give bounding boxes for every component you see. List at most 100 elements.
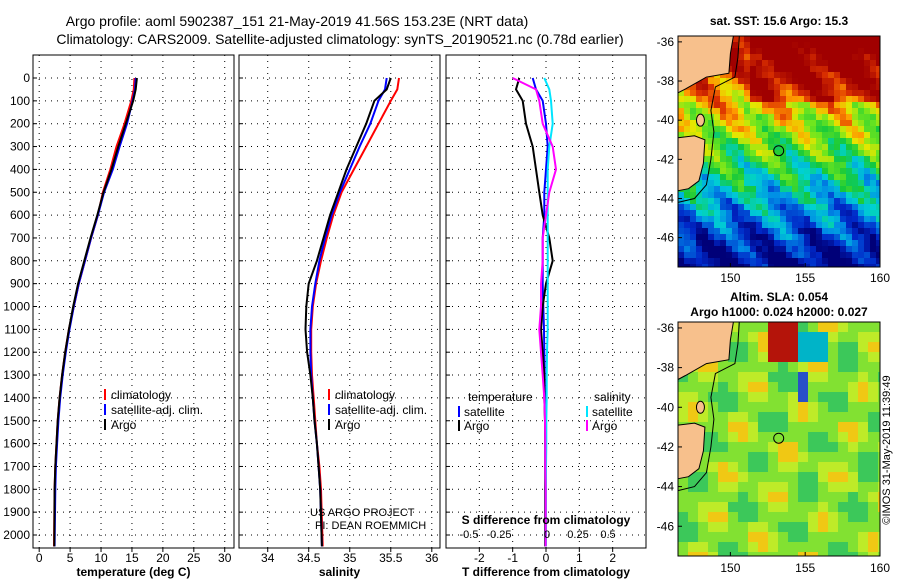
series-line-climatology: [53, 77, 136, 547]
map-cell: [758, 462, 769, 473]
map-cell: [876, 102, 881, 109]
map-cell: [720, 252, 727, 259]
map-cell: [738, 192, 745, 199]
map-cell: [684, 258, 691, 265]
y-tick-label: 600: [10, 208, 30, 222]
map-cell: [858, 332, 869, 343]
map-cell: [816, 174, 823, 181]
map-cell: [738, 362, 749, 373]
map-cell: [678, 532, 689, 543]
map-cell: [720, 72, 727, 79]
map-cell: [868, 352, 879, 363]
map-cell: [828, 72, 835, 79]
map-cell: [774, 114, 781, 121]
map-cell: [840, 192, 847, 199]
x-tick-label: 34.5: [297, 551, 321, 565]
map-cell: [870, 222, 877, 229]
map-cell: [748, 442, 759, 453]
map-cell: [726, 198, 733, 205]
map-cell: [868, 522, 879, 533]
map-cell: [798, 332, 809, 343]
map-cell: [876, 90, 881, 97]
map-cell: [750, 114, 757, 121]
map-cell: [864, 264, 871, 268]
map-cell: [828, 216, 835, 223]
map-cell: [822, 210, 829, 217]
map-cell: [726, 264, 733, 268]
map-cell: [788, 382, 799, 393]
map-cell: [738, 150, 745, 157]
map-cell: [768, 120, 775, 127]
map-cell: [816, 72, 823, 79]
map-cell: [848, 322, 859, 333]
map-cell: [870, 36, 877, 43]
map-cell: [780, 210, 787, 217]
map-cell: [738, 108, 745, 115]
map-cell: [792, 144, 799, 151]
map-cell: [698, 502, 709, 513]
legend-swatch: [458, 420, 460, 431]
map-cell: [828, 138, 835, 145]
map-cell: [870, 150, 877, 157]
map-cell: [738, 132, 745, 139]
map-cell: [858, 482, 869, 493]
map-cell: [696, 126, 703, 133]
map-cell: [846, 144, 853, 151]
map-cell: [774, 78, 781, 85]
map-cell: [780, 144, 787, 151]
map-cell: [816, 198, 823, 205]
map-cell: [744, 222, 751, 229]
map-cell: [780, 114, 787, 121]
map-cell: [810, 48, 817, 55]
map-cell: [848, 522, 859, 533]
map-cell: [756, 108, 763, 115]
map-cell: [690, 216, 697, 223]
map-cell: [822, 48, 829, 55]
argo-float-marker: [773, 145, 785, 157]
map-cell: [732, 108, 739, 115]
map-cell: [848, 532, 859, 543]
map-cell: [698, 462, 709, 473]
map-cell: [768, 174, 775, 181]
map-cell: [788, 532, 799, 543]
map-cell: [876, 150, 881, 157]
map-cell: [738, 90, 745, 97]
map-cell: [840, 126, 847, 133]
map-cell: [778, 342, 789, 353]
map-cell: [714, 78, 721, 85]
map-cell: [788, 452, 799, 463]
map-cell: [690, 102, 697, 109]
x-tick-label: 0: [543, 551, 550, 565]
map-cell: [828, 234, 835, 241]
map-cell: [684, 102, 691, 109]
map-cell: [698, 382, 709, 393]
map-cell: [786, 186, 793, 193]
map-cell: [846, 174, 853, 181]
map-cell: [738, 96, 745, 103]
map-cell: [714, 144, 721, 151]
map-cell: [786, 216, 793, 223]
map-cell: [702, 246, 709, 253]
map-cell: [708, 84, 715, 91]
map-cell: [702, 174, 709, 181]
map-cell: [774, 60, 781, 67]
map-cell: [876, 108, 881, 115]
map-cell: [846, 90, 853, 97]
map-cell: [738, 162, 745, 169]
map-cell: [818, 432, 829, 443]
map-cell: [792, 48, 799, 55]
map-cell: [738, 246, 745, 253]
map-cell: [822, 264, 829, 268]
map-cell: [840, 174, 847, 181]
legend-label: climatology: [335, 388, 395, 402]
map-cell: [828, 392, 839, 403]
map-cell: [810, 42, 817, 49]
map-cell: [758, 542, 769, 553]
map-cell: [808, 382, 819, 393]
map-cell: [762, 138, 769, 145]
map-cell: [804, 54, 811, 61]
map-cell: [858, 264, 865, 268]
map-cell: [738, 482, 749, 493]
map-cell: [698, 512, 709, 523]
map-cell: [858, 222, 865, 229]
